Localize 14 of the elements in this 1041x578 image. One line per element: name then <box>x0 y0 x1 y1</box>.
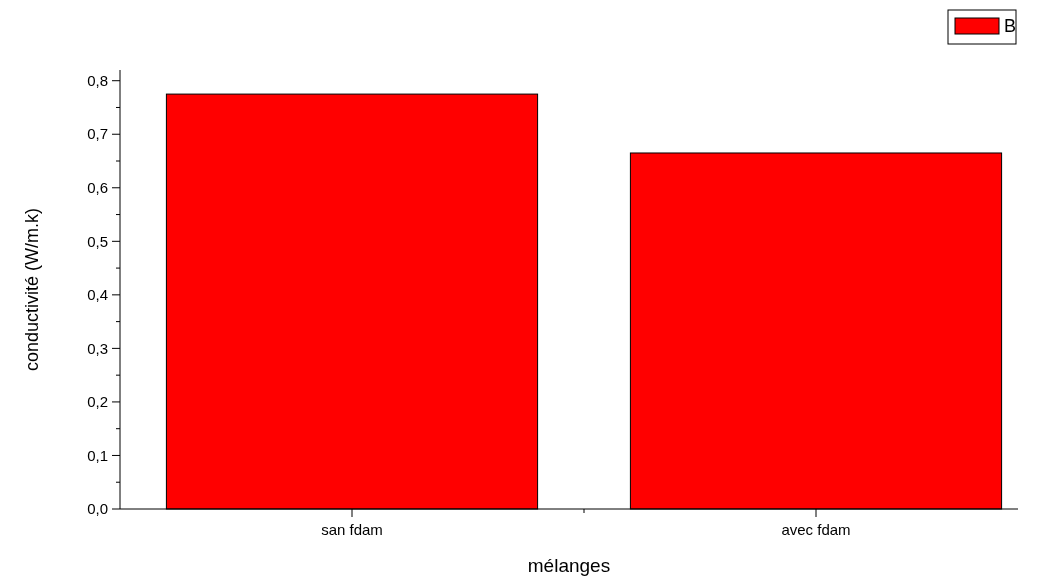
y-tick-label: 0,5 <box>87 232 108 250</box>
y-tick-label: 0,2 <box>87 393 108 411</box>
y-tick-label: 0,0 <box>87 500 108 518</box>
y-tick-label: 0,1 <box>87 446 108 464</box>
y-tick-label: 0,7 <box>87 125 108 143</box>
y-tick-label: 0,6 <box>87 179 108 197</box>
y-tick-label: 0,3 <box>87 339 108 357</box>
x-tick-label: san fdam <box>321 521 383 538</box>
x-tick-label: avec fdam <box>781 521 851 538</box>
y-tick-label: 0,8 <box>87 71 108 89</box>
y-tick-label: 0,4 <box>87 286 108 304</box>
y-axis-title: conductivité (W/m.k) <box>22 207 42 372</box>
x-axis-title: mélanges <box>527 555 611 576</box>
legend-label: B <box>1004 16 1017 37</box>
